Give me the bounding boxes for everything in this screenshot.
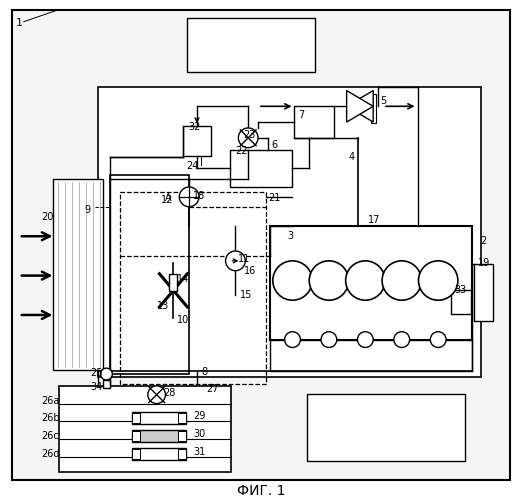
Bar — [102, 380, 110, 388]
Polygon shape — [347, 90, 373, 122]
Text: 7: 7 — [299, 110, 305, 120]
Bar — [98, 86, 481, 377]
Text: 3: 3 — [288, 232, 294, 241]
Text: 19: 19 — [478, 258, 490, 268]
Bar — [53, 179, 102, 370]
Text: 15: 15 — [240, 290, 253, 300]
Bar — [110, 175, 189, 374]
Text: ФИГ. 1: ФИГ. 1 — [237, 484, 285, 498]
Text: 9: 9 — [85, 204, 91, 214]
Circle shape — [226, 251, 245, 270]
Bar — [132, 448, 186, 460]
Text: 29: 29 — [193, 412, 206, 422]
Bar — [307, 394, 465, 460]
Circle shape — [179, 187, 199, 206]
Circle shape — [346, 261, 385, 300]
Text: 26a: 26a — [41, 396, 60, 406]
Text: 28: 28 — [163, 388, 176, 398]
Text: A: A — [164, 193, 171, 203]
Circle shape — [101, 368, 112, 380]
Circle shape — [394, 332, 410, 347]
Bar — [132, 430, 186, 442]
Circle shape — [239, 128, 258, 148]
Text: 26d: 26d — [41, 449, 60, 459]
Text: 10: 10 — [177, 315, 189, 325]
Circle shape — [284, 332, 300, 347]
Bar — [132, 449, 140, 458]
Text: 14: 14 — [177, 274, 189, 283]
Text: 30: 30 — [193, 429, 205, 439]
Text: 21: 21 — [268, 193, 280, 203]
Text: 4: 4 — [349, 152, 355, 162]
Bar — [371, 94, 376, 123]
Bar — [132, 431, 140, 441]
Bar — [294, 106, 334, 138]
Bar — [132, 414, 140, 424]
Circle shape — [273, 261, 312, 300]
Text: 2: 2 — [481, 236, 487, 246]
Text: 26b: 26b — [41, 414, 60, 424]
Circle shape — [148, 386, 165, 404]
Circle shape — [382, 261, 421, 300]
Bar — [170, 274, 177, 291]
Circle shape — [419, 261, 458, 300]
Text: 24: 24 — [186, 162, 198, 172]
Text: 17: 17 — [369, 214, 381, 224]
Bar — [473, 264, 493, 321]
Bar — [451, 290, 471, 314]
Circle shape — [358, 332, 373, 347]
Text: 16: 16 — [244, 266, 256, 276]
Text: 13: 13 — [157, 301, 169, 311]
Bar — [187, 18, 315, 72]
Text: 1: 1 — [16, 18, 23, 28]
Text: 20: 20 — [41, 212, 54, 222]
Text: 33: 33 — [454, 286, 466, 296]
Text: 22: 22 — [235, 146, 248, 156]
Text: 12: 12 — [161, 195, 173, 205]
Text: 26c: 26c — [41, 431, 59, 441]
Bar — [132, 412, 186, 424]
Text: 25: 25 — [91, 368, 103, 378]
Bar — [270, 226, 472, 340]
Text: 32: 32 — [188, 122, 200, 132]
Bar — [183, 126, 211, 156]
Circle shape — [309, 261, 349, 300]
Bar — [179, 431, 186, 441]
Polygon shape — [347, 90, 373, 122]
Text: 11: 11 — [239, 254, 251, 264]
Text: 18: 18 — [193, 191, 205, 201]
Bar — [179, 414, 186, 424]
Bar — [231, 150, 291, 187]
Bar — [120, 192, 266, 384]
Text: 23: 23 — [243, 130, 256, 140]
Circle shape — [430, 332, 446, 347]
Text: 31: 31 — [193, 447, 205, 457]
Text: 8: 8 — [201, 367, 207, 377]
Bar — [59, 386, 231, 472]
Circle shape — [321, 332, 337, 347]
Text: 5: 5 — [380, 96, 386, 106]
Text: 27: 27 — [206, 384, 218, 394]
Bar — [270, 340, 472, 371]
Text: 34: 34 — [91, 382, 103, 392]
Text: 6: 6 — [272, 140, 278, 150]
Bar — [179, 449, 186, 458]
